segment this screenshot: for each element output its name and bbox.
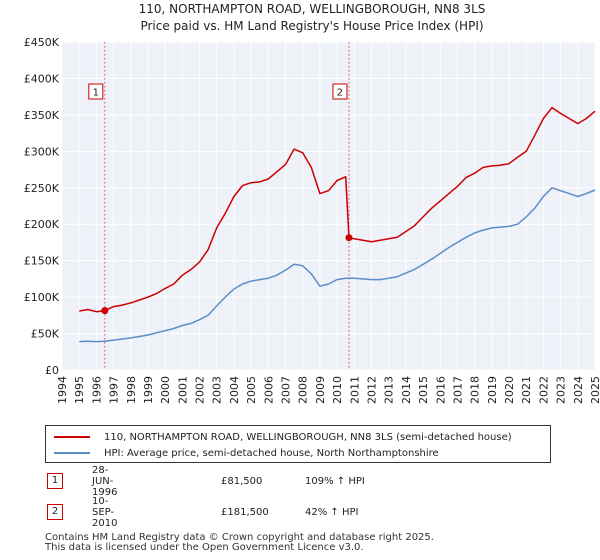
x-tick-label: 2004 [228, 376, 241, 404]
x-tick-label: 2022 [537, 376, 550, 404]
x-tick-label: 2017 [451, 376, 464, 404]
x-tick-label: 1997 [108, 376, 121, 404]
x-tick-label: 2012 [365, 376, 378, 404]
x-tick-label: 2016 [434, 376, 447, 404]
x-tick-label: 2007 [280, 376, 293, 404]
legend-label: 110, NORTHAMPTON ROAD, WELLINGBOROUGH, N… [104, 431, 512, 443]
transaction-point [345, 234, 353, 242]
x-tick-label: 2001 [176, 376, 189, 404]
x-tick-label: 2006 [262, 376, 275, 404]
transaction-price: £81,500 [221, 475, 263, 487]
grid [61, 41, 596, 371]
y-tick-label: £350K [24, 109, 60, 122]
x-tick-label: 2013 [383, 376, 396, 404]
x-tick-label: 2023 [555, 376, 568, 404]
transaction-price: £181,500 [221, 506, 269, 518]
y-axis-ticks: £0 £50K £100K £150K £200K £250K £300K £350K £400… [24, 36, 60, 377]
footer-licence: This data is licensed under the Open Gov… [45, 542, 364, 553]
x-tick-label: 2025 [589, 376, 600, 404]
x-tick-label: 2000 [159, 376, 172, 404]
x-tick-label: 1999 [142, 376, 155, 404]
y-tick-label: £100K [24, 291, 60, 304]
x-tick-label: 2008 [297, 376, 310, 404]
footer: Contains HM Land Registry data © Crown c… [45, 533, 434, 553]
transaction-label-box [88, 83, 104, 100]
x-tick-label: 1996 [90, 376, 103, 404]
y-tick-label: £250K [24, 182, 60, 195]
transaction-row: 2 10-SEP-2010 £181,500 42% ↑ HPI [45, 496, 358, 529]
transaction-number: 2 [47, 504, 63, 520]
x-tick-label: 2018 [469, 376, 482, 404]
series-line [79, 187, 596, 343]
transaction-label: 2 [337, 88, 343, 99]
x-tick-label: 2024 [572, 376, 585, 404]
x-tick-label: 2020 [503, 376, 516, 404]
legend-line-icon [54, 436, 90, 438]
legend-label: HPI: Average price, semi-detached house,… [104, 447, 439, 459]
chart-subtitle: Price paid vs. HM Land Registry's House … [140, 19, 483, 33]
legend-line-icon [54, 452, 90, 454]
transaction-hpi: 42% ↑ HPI [305, 506, 359, 518]
y-tick-label: £150K [24, 255, 60, 268]
transaction-row: 1 28-JUN-1996 £81,500 109% ↑ HPI [45, 465, 365, 498]
x-tick-label: 2014 [400, 376, 413, 404]
legend-item-property: 110, NORTHAMPTON ROAD, WELLINGBOROUGH, N… [54, 429, 512, 445]
legend-item-hpi: HPI: Average price, semi-detached house,… [54, 445, 439, 461]
y-tick-label: £200K [24, 218, 60, 231]
footer-copyright: Contains HM Land Registry data © Crown c… [45, 532, 434, 543]
transaction-number: 1 [47, 473, 63, 489]
y-tick-label: £300K [24, 145, 60, 158]
x-tick-label: 2009 [314, 376, 327, 404]
x-tick-label: 2019 [486, 376, 499, 404]
transaction-point [101, 307, 109, 315]
y-tick-label: £0 [45, 364, 59, 377]
x-axis-ticks: 1994 1995 1996 1997 1998 1999 2000 2001 2002 2003… [56, 376, 600, 404]
transaction-hpi: 109% ↑ HPI [305, 475, 365, 487]
y-tick-label: £400K [24, 72, 60, 85]
y-tick-label: £50K [31, 328, 60, 341]
series [79, 106, 596, 343]
x-tick-label: 2010 [331, 376, 344, 404]
x-tick-label: 1998 [125, 376, 138, 404]
x-tick-label: 2003 [211, 376, 224, 404]
x-tick-label: 1994 [56, 376, 69, 404]
chart-title: 110, NORTHAMPTON ROAD, WELLINGBOROUGH, N… [139, 2, 486, 16]
x-tick-label: 2011 [348, 376, 361, 404]
chart: 110, NORTHAMPTON ROAD, WELLINGBOROUGH, N… [24, 2, 600, 404]
x-tick-label: 2015 [417, 376, 430, 404]
transaction-date: 10-SEP-2010 [92, 495, 118, 529]
series-line [79, 106, 596, 313]
x-tick-label: 2005 [245, 376, 258, 404]
x-tick-label: 1995 [73, 376, 86, 404]
x-tick-label: 2021 [520, 376, 533, 404]
transaction-date: 28-JUN-1996 [92, 464, 118, 498]
transaction-label-box [332, 83, 348, 100]
transaction-label: 1 [93, 88, 99, 99]
x-tick-label: 2002 [194, 376, 207, 404]
plot-area [62, 42, 595, 370]
legend: 110, NORTHAMPTON ROAD, WELLINGBOROUGH, N… [45, 425, 551, 463]
transaction-lines [104, 42, 350, 370]
y-tick-label: £450K [24, 36, 60, 49]
